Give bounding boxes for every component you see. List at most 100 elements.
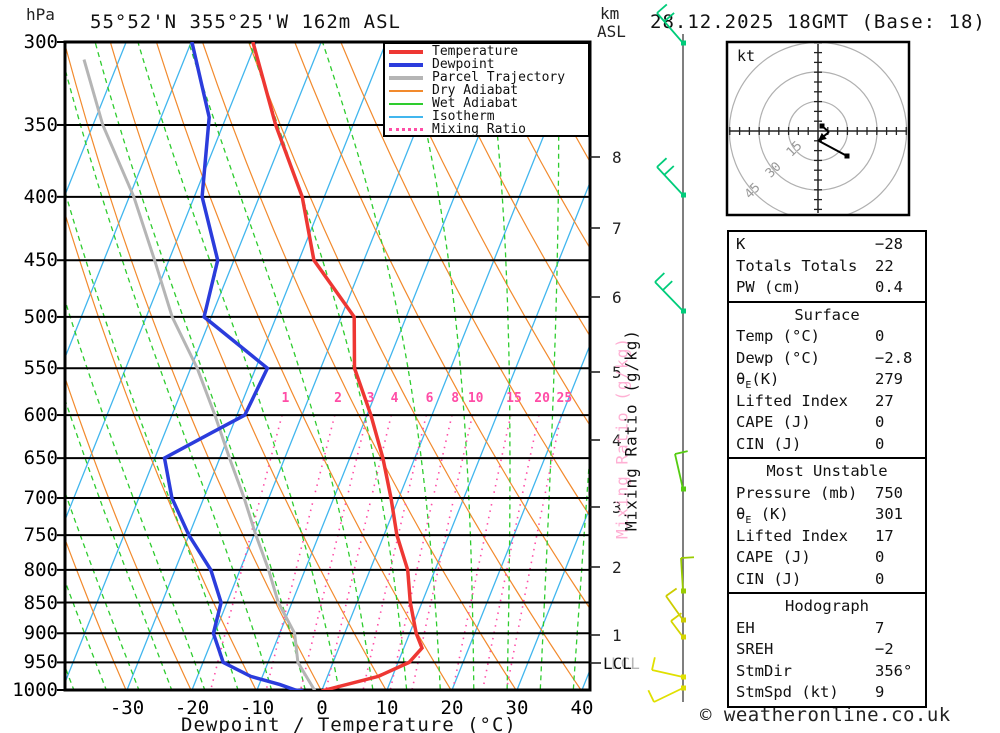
row-label: PW (cm) <box>736 278 802 296</box>
dry-adiabat-line <box>109 42 387 690</box>
isotherm-line <box>65 42 127 197</box>
legend-box: Temperature Dewpoint Parcel Trajectory Dry … <box>383 42 590 137</box>
wet-adiabat-line <box>65 579 107 690</box>
mixing-ratio-line <box>362 414 428 690</box>
table-row: CAPE (J) 0 <box>729 547 925 569</box>
legend-label: Temperature <box>432 44 519 59</box>
dry-adiabat-line <box>65 375 192 690</box>
wind-barb <box>665 587 686 623</box>
indices-table: K −28 Totals Totals 22 PW (cm) 0.4 Surface Temp… <box>727 230 927 708</box>
lcl-label: LCL <box>603 654 632 673</box>
wet-adiabat-line <box>65 189 239 690</box>
wind-barb-feather <box>654 272 665 283</box>
wind-barb-feather <box>670 612 682 622</box>
isotherm-line <box>65 42 322 685</box>
wind-barb-dot <box>681 674 686 680</box>
parcel-trajectory-curve <box>82 59 317 690</box>
chart-title: 55°52'N 355°25'W 162m ASL <box>90 11 401 33</box>
wet-adiabat-line <box>0 42 52 716</box>
hodograph-kt-label: kt <box>737 47 756 65</box>
wind-barb-feather <box>674 450 688 455</box>
mixing-ratio-line <box>411 414 474 690</box>
isotherm-line <box>516 505 590 690</box>
pressure-tick-label: 650 <box>23 447 58 470</box>
row-value: 9 <box>875 683 885 701</box>
wind-barb-dot <box>681 685 686 691</box>
table-row: StmDir 356° <box>729 661 925 683</box>
row-value: −28 <box>875 235 903 253</box>
row-value: 301 <box>875 505 903 523</box>
dry-adiabat-line <box>155 42 452 690</box>
section-header: Hodograph <box>785 597 869 615</box>
pressure-tick-label: 950 <box>23 651 58 674</box>
dry-adiabat-line <box>340 42 590 518</box>
mixing-ratio-value-label: 10 <box>468 391 484 406</box>
wind-barb-feather <box>656 3 668 14</box>
row-label: Lifted Index <box>736 526 848 545</box>
mixing-ratio-axis-label: Mixing Ratio (g/kg) <box>621 328 641 532</box>
legend-swatch-dry-adiabat <box>389 89 423 92</box>
row-label: CAPE (J) <box>736 413 811 431</box>
copyright: © weatheronline.co.uk <box>700 704 951 726</box>
row-value: −2 <box>875 640 894 658</box>
wind-barb-feather <box>680 556 695 559</box>
mixing-ratio-line <box>325 414 393 690</box>
table-row: Dewp (°C) −2.8 <box>729 348 925 370</box>
wind-barb-feather <box>663 12 675 23</box>
mixing-ratio-value-label: 6 <box>426 391 434 406</box>
wet-adiabat-line <box>137 42 340 690</box>
hodograph-border <box>725 40 911 217</box>
mixing-ratio-value-label: 25 <box>557 391 573 406</box>
row-value: 0 <box>875 548 885 566</box>
wind-barb-feather <box>651 657 656 671</box>
wet-adiabat-line <box>65 490 140 690</box>
wind-barb-feather <box>663 165 675 176</box>
legend-item: Isotherm <box>385 109 588 124</box>
hodograph-vector-dot <box>844 153 850 159</box>
row-label: EH <box>736 618 755 637</box>
row-value: 0 <box>875 327 885 345</box>
row-value: 279 <box>875 370 903 388</box>
grid-layer <box>0 42 590 716</box>
profile-layer <box>82 42 425 690</box>
km-tick-label: 6 <box>612 288 622 307</box>
indices-section-most-unstable: Most Unstable Pressure (mb) 750 θE (K) 301 Li… <box>727 457 927 594</box>
legend-swatch-dewpoint <box>389 62 423 67</box>
row-value: 27 <box>875 391 894 410</box>
temperature-tick-label: 40 <box>570 697 594 719</box>
legend-swatch-mixing-ratio <box>389 128 423 131</box>
wind-barb <box>651 657 686 680</box>
wind-barb <box>670 612 686 640</box>
wet-adiabat-line <box>65 664 75 690</box>
row-value: −2.8 <box>875 348 913 367</box>
pressure-tick-label: 350 <box>23 113 58 136</box>
row-value: 7 <box>875 618 885 637</box>
indices-section: K −28 Totals Totals 22 PW (cm) 0.4 <box>727 230 927 303</box>
row-label: θE (K) <box>736 505 789 527</box>
table-row: CIN (J) 0 <box>729 434 925 456</box>
wind-barb-shaft <box>680 557 684 592</box>
table-row: Totals Totals 22 <box>729 256 925 278</box>
pressure-tick-label: 700 <box>23 487 58 510</box>
row-value: 0 <box>875 413 885 431</box>
row-label: θE(K) <box>736 370 780 392</box>
mixing-ratio-line <box>451 414 512 690</box>
wind-barb-dot <box>681 40 686 46</box>
table-row: SREH −2 <box>729 639 925 661</box>
row-label: CAPE (J) <box>736 548 811 566</box>
hodograph-vector-dot <box>819 123 825 129</box>
legend-label: Isotherm <box>432 109 495 124</box>
wind-barb <box>656 3 686 46</box>
pressure-tick-label: 750 <box>23 524 58 547</box>
wind-barb <box>656 157 686 198</box>
temperature-tick-label: 10 <box>375 697 399 719</box>
row-label: CIN (J) <box>736 434 802 453</box>
dewpoint-curve <box>162 42 304 690</box>
mixing-ratio-value-label: 1 <box>281 391 289 406</box>
pressure-tick-label: 600 <box>23 404 58 427</box>
wet-adiabat-line <box>404 42 475 690</box>
wind-barb-shaft <box>651 669 684 678</box>
mixing-ratio-line <box>209 414 283 690</box>
row-label: CIN (J) <box>736 569 802 588</box>
mixing-ratio-line <box>389 414 453 690</box>
